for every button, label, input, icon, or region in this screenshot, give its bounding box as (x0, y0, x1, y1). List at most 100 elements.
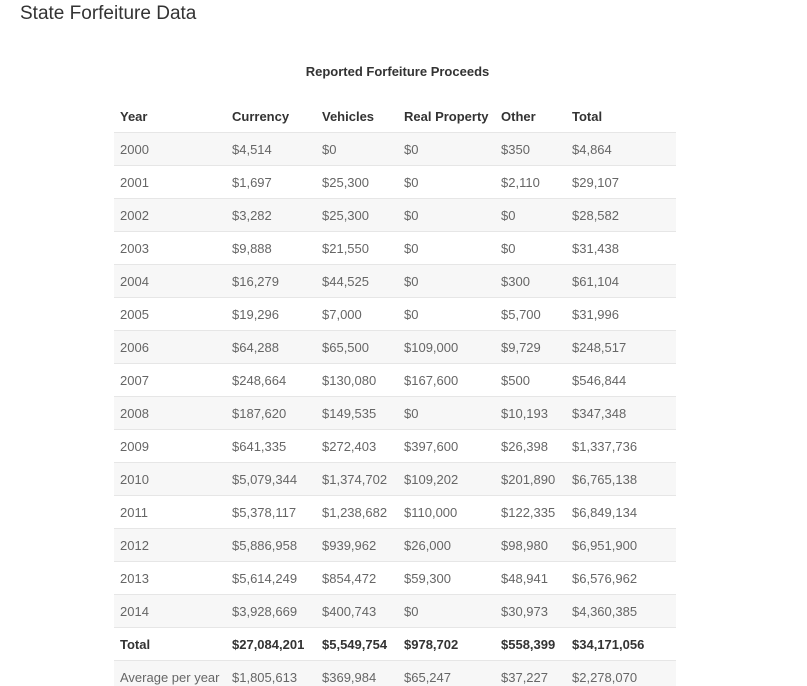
cell-other: $30,973 (495, 594, 566, 628)
cell-total: $6,765,138 (566, 462, 676, 496)
page-title: State Forfeiture Data (20, 3, 197, 24)
cell-total: $61,104 (566, 264, 676, 298)
cell-year: 2013 (114, 561, 226, 595)
table-row: 2005 $19,296 $7,000 $0 $5,700 $31,996 (114, 297, 676, 331)
average-cell-total: $2,278,070 (566, 660, 676, 686)
table-row: 2012 $5,886,958 $939,962 $26,000 $98,980 $6,9… (114, 528, 676, 562)
cell-real-property: $0 (398, 165, 495, 199)
cell-vehicles: $0 (316, 132, 398, 166)
cell-other: $26,398 (495, 429, 566, 463)
cell-currency: $5,886,958 (226, 528, 316, 562)
table-row: 2006 $64,288 $65,500 $109,000 $9,729 $248,517 (114, 330, 676, 364)
table-row: 2010 $5,079,344 $1,374,702 $109,202 $201,890… (114, 462, 676, 496)
cell-real-property: $110,000 (398, 495, 495, 529)
cell-real-property: $0 (398, 396, 495, 430)
cell-other: $98,980 (495, 528, 566, 562)
cell-year: 2008 (114, 396, 226, 430)
cell-total: $4,360,385 (566, 594, 676, 628)
cell-year: 2003 (114, 231, 226, 265)
cell-other: $5,700 (495, 297, 566, 331)
total-cell-currency: $27,084,201 (226, 627, 316, 661)
total-row: Total $27,084,201 $5,549,754 $978,702 $558,3… (114, 627, 676, 661)
cell-vehicles: $1,374,702 (316, 462, 398, 496)
average-cell-other: $37,227 (495, 660, 566, 686)
cell-year: 2004 (114, 264, 226, 298)
cell-currency: $248,664 (226, 363, 316, 397)
header-year: Year (120, 108, 148, 124)
table-row: 2007 $248,664 $130,080 $167,600 $500 $546,844 (114, 363, 676, 397)
cell-currency: $187,620 (226, 396, 316, 430)
cell-other: $201,890 (495, 462, 566, 496)
table-body: 2000 $4,514 $0 $0 $350 $4,864 2001 $1,697 $25,30… (114, 132, 676, 686)
table-row: 2001 $1,697 $25,300 $0 $2,110 $29,107 (114, 165, 676, 199)
cell-year: 2010 (114, 462, 226, 496)
cell-other: $48,941 (495, 561, 566, 595)
cell-other: $9,729 (495, 330, 566, 364)
cell-vehicles: $149,535 (316, 396, 398, 430)
cell-currency: $5,378,117 (226, 495, 316, 529)
header-total: Total (572, 108, 603, 124)
cell-year: 2009 (114, 429, 226, 463)
cell-year: 2007 (114, 363, 226, 397)
total-cell-other: $558,399 (495, 627, 566, 661)
average-cell-currency: $1,805,613 (226, 660, 316, 686)
cell-year: 2006 (114, 330, 226, 364)
cell-year: 2012 (114, 528, 226, 562)
total-cell-total: $34,171,056 (566, 627, 676, 661)
cell-vehicles: $1,238,682 (316, 495, 398, 529)
total-cell-vehicles: $5,549,754 (316, 627, 398, 661)
total-cell-real-property: $978,702 (398, 627, 495, 661)
table-caption: Reported Forfeiture Proceeds (305, 64, 490, 79)
cell-currency: $3,928,669 (226, 594, 316, 628)
table-row: 2011 $5,378,117 $1,238,682 $110,000 $122,335… (114, 495, 676, 529)
cell-year: 2002 (114, 198, 226, 232)
header-other: Other (501, 108, 536, 124)
cell-total: $248,517 (566, 330, 676, 364)
cell-real-property: $0 (398, 264, 495, 298)
cell-total: $4,864 (566, 132, 676, 166)
cell-vehicles: $25,300 (316, 165, 398, 199)
table-row: 2013 $5,614,249 $854,472 $59,300 $48,941 $6,5… (114, 561, 676, 595)
cell-total: $31,996 (566, 297, 676, 331)
table-row: 2008 $187,620 $149,535 $0 $10,193 $347,348 (114, 396, 676, 430)
average-cell-year: Average per year (114, 660, 226, 686)
cell-currency: $16,279 (226, 264, 316, 298)
cell-real-property: $26,000 (398, 528, 495, 562)
cell-vehicles: $25,300 (316, 198, 398, 232)
cell-currency: $9,888 (226, 231, 316, 265)
header-currency: Currency (232, 108, 290, 124)
cell-vehicles: $130,080 (316, 363, 398, 397)
cell-year: 2011 (114, 495, 226, 529)
cell-total: $31,438 (566, 231, 676, 265)
average-cell-real-property: $65,247 (398, 660, 495, 686)
cell-real-property: $0 (398, 198, 495, 232)
cell-other: $0 (495, 198, 566, 232)
cell-total: $6,849,134 (566, 495, 676, 529)
cell-real-property: $0 (398, 132, 495, 166)
header-vehicles: Vehicles (322, 108, 375, 124)
cell-total: $6,576,962 (566, 561, 676, 595)
table-row: 2002 $3,282 $25,300 $0 $0 $28,582 (114, 198, 676, 232)
average-row: Average per year $1,805,613 $369,984 $65,24… (114, 660, 676, 686)
cell-other: $122,335 (495, 495, 566, 529)
header-real-property: Real Property (404, 108, 489, 124)
cell-other: $350 (495, 132, 566, 166)
cell-other: $2,110 (495, 165, 566, 199)
forfeiture-table: Year Currency Vehicles Real Property Oth… (114, 100, 676, 686)
cell-total: $546,844 (566, 363, 676, 397)
cell-total: $347,348 (566, 396, 676, 430)
cell-other: $300 (495, 264, 566, 298)
cell-currency: $1,697 (226, 165, 316, 199)
cell-year: 2001 (114, 165, 226, 199)
cell-total: $1,337,736 (566, 429, 676, 463)
cell-year: 2014 (114, 594, 226, 628)
cell-other: $500 (495, 363, 566, 397)
cell-currency: $19,296 (226, 297, 316, 331)
cell-vehicles: $21,550 (316, 231, 398, 265)
table-row: 2003 $9,888 $21,550 $0 $0 $31,438 (114, 231, 676, 265)
table-row: 2000 $4,514 $0 $0 $350 $4,864 (114, 132, 676, 166)
cell-vehicles: $939,962 (316, 528, 398, 562)
cell-currency: $3,282 (226, 198, 316, 232)
cell-real-property: $109,202 (398, 462, 495, 496)
cell-year: 2005 (114, 297, 226, 331)
